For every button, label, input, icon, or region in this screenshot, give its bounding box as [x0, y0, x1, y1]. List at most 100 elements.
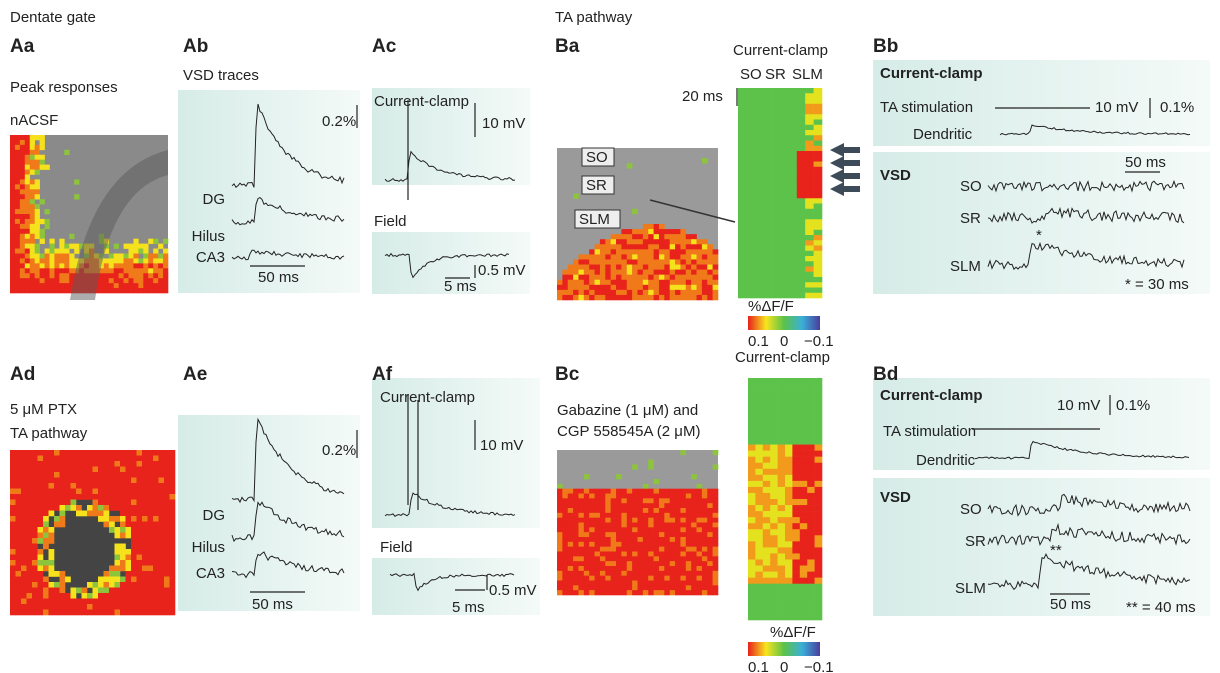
image-pixel [680, 280, 686, 285]
colormap-cell [770, 584, 778, 590]
image-pixel [707, 527, 713, 532]
image-pixel [664, 537, 670, 542]
image-pixel [27, 593, 33, 599]
colormap-cell [770, 408, 778, 414]
image-pixel [686, 249, 692, 254]
image-pixel [691, 508, 697, 513]
annotation: 0 [780, 333, 788, 350]
image-pixel [713, 254, 719, 259]
image-pixel [643, 295, 649, 300]
image-pixel [87, 505, 93, 511]
colormap-cell [805, 156, 814, 162]
image-pixel [65, 593, 71, 599]
image-pixel [627, 571, 633, 576]
colormap-cell [785, 469, 793, 475]
image-pixel [702, 585, 708, 590]
annotation: 10 mV [1095, 99, 1138, 116]
colormap-cell [797, 162, 806, 168]
image-pixel [573, 566, 579, 571]
image-pixel [654, 489, 660, 494]
image-pixel [142, 560, 148, 566]
image-pixel [10, 555, 16, 561]
image-pixel [38, 467, 44, 473]
colormap-cell [785, 614, 793, 620]
image-pixel [680, 489, 686, 494]
colormap-cell [805, 251, 814, 257]
image-pixel [10, 189, 15, 194]
colormap-cell [755, 125, 764, 131]
image-pixel [638, 290, 644, 295]
image-pixel [621, 552, 627, 557]
colormap-cell [814, 183, 823, 189]
image-pixel [632, 508, 638, 513]
image-pixel [557, 285, 563, 290]
colormap-cell [778, 608, 786, 614]
annotation: SO [960, 501, 982, 518]
colormap-cell [797, 88, 806, 94]
image-pixel [648, 465, 654, 470]
image-pixel [49, 555, 55, 561]
image-pixel [30, 155, 35, 160]
image-pixel [120, 527, 126, 533]
image-pixel [30, 249, 35, 254]
image-pixel [142, 500, 148, 506]
image-pixel [568, 280, 574, 285]
image-pixel [10, 135, 15, 140]
colormap-cell [800, 608, 808, 614]
image-pixel [131, 527, 137, 533]
colormap-cell [748, 596, 756, 602]
colormap-cell [755, 535, 763, 541]
image-pixel [164, 527, 170, 533]
colormap-cell [746, 256, 755, 262]
colormap-cell [815, 378, 823, 384]
colormap-cell [807, 547, 815, 553]
image-pixel [573, 259, 579, 264]
image-pixel [707, 542, 713, 547]
image-pixel [142, 450, 148, 456]
image-pixel [632, 576, 638, 581]
image-pixel [697, 513, 703, 518]
colorbar [748, 316, 820, 330]
image-pixel [686, 234, 692, 239]
colormap-cell [785, 535, 793, 541]
image-pixel [611, 566, 617, 571]
colormap-cell [738, 162, 747, 168]
image-pixel [30, 170, 35, 175]
image-pixel [54, 483, 60, 489]
colormap-cell [785, 487, 793, 493]
image-pixel [562, 581, 568, 586]
image-pixel [109, 516, 115, 522]
colormap-cell [792, 426, 800, 432]
image-pixel [713, 249, 719, 254]
image-pixel [600, 518, 606, 523]
image-pixel [87, 483, 93, 489]
colormap-cell [755, 172, 764, 178]
image-pixel [50, 254, 55, 259]
image-pixel [691, 503, 697, 508]
image-pixel [627, 285, 633, 290]
image-pixel [153, 604, 159, 610]
image-pixel [30, 258, 35, 263]
image-pixel [15, 204, 20, 209]
image-pixel [632, 556, 638, 561]
image-pixel [164, 582, 170, 588]
image-pixel [10, 288, 15, 293]
image-pixel [71, 494, 77, 500]
image-pixel [60, 483, 66, 489]
image-pixel [87, 472, 93, 478]
annotation: Hilus [192, 228, 225, 245]
image-pixel [589, 537, 595, 542]
colormap-cell [746, 198, 755, 204]
image-pixel [126, 450, 132, 456]
image-pixel [54, 258, 59, 263]
image-pixel [562, 576, 568, 581]
image-pixel [632, 209, 638, 214]
image-pixel [64, 258, 69, 263]
image-pixel [605, 285, 611, 290]
image-pixel [702, 513, 708, 518]
colormap-cell [807, 493, 815, 499]
image-pixel [148, 571, 154, 577]
image-pixel [153, 472, 159, 478]
image-pixel [670, 494, 676, 499]
image-pixel [30, 189, 35, 194]
